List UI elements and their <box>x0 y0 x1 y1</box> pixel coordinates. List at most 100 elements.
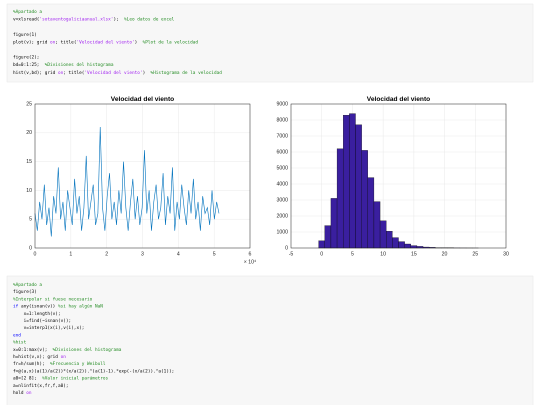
code-line: figure(2); <box>13 54 39 60</box>
code-token: if <box>13 303 19 309</box>
plot-area <box>291 104 506 248</box>
code-token: x=1:length(v); <box>13 310 61 316</box>
code-line: hold on <box>13 390 32 396</box>
code-token: figure(3) <box>13 289 37 295</box>
code-token: %Divisiones del histograma <box>45 62 114 68</box>
y-tick-label: 5000 <box>276 165 288 171</box>
code-line: f=@(a,x)(a(1)/a(2))*(x/a(2)).^(a(1)-1).*… <box>13 368 174 374</box>
code-token: ) <box>135 39 143 45</box>
y-tick-label: 0 <box>29 245 32 251</box>
x-exponent: × 10⁴ <box>244 259 256 265</box>
y-tick-label: 1000 <box>276 229 288 235</box>
code-line: plot(v); grid on; title('Velocidad del v… <box>13 39 198 45</box>
histogram-bar <box>367 177 375 249</box>
code-token: v=xlsread( <box>13 16 39 22</box>
x-tick-label: 6 <box>249 251 252 257</box>
histogram-bar <box>318 240 325 249</box>
code-token: %Apartado a <box>13 9 42 15</box>
y-tick-label: 20 <box>26 130 32 136</box>
x-tick-label: 20 <box>442 251 448 257</box>
code-token: %Histograma de la velocidad <box>151 69 223 75</box>
x-tick-label: 25 <box>472 251 478 257</box>
x-tick-label: 30 <box>503 251 509 257</box>
code-line: x=0:1:max(v); %Divisiones del histograma <box>13 346 122 352</box>
x-tick-label: 15 <box>411 251 417 257</box>
code-line: figure(3) <box>13 289 37 295</box>
code-token: %si hay algún NaN <box>58 302 103 309</box>
code-token: on <box>58 70 64 75</box>
code-line: i=find(~isnan(v)); <box>13 318 71 324</box>
code-token: %Apartado a <box>13 282 42 288</box>
x-tick-label: 10 <box>380 251 386 257</box>
code-token: figure(2); <box>13 54 39 60</box>
histogram-bar <box>343 115 350 249</box>
code-token: on <box>61 355 67 360</box>
histogram-bar <box>404 243 411 249</box>
x-tick-label: -5 <box>289 251 294 257</box>
code-token: ; title( <box>55 39 76 45</box>
histogram-bar <box>410 245 418 249</box>
code-token: 'Velocidad del viento' <box>84 69 142 75</box>
chart-title: Velocidad del viento <box>367 96 430 103</box>
y-tick-label: 5 <box>29 217 32 223</box>
code-token: any(isnan(v)) <box>18 303 58 309</box>
code-token: hold <box>13 390 26 396</box>
code-token: %hist <box>13 339 27 345</box>
code-line: %Apartado a <box>13 282 42 288</box>
y-tick-label: 10 <box>26 188 32 194</box>
x-tick-label: 0 <box>34 251 37 257</box>
code-token: a=nlinfit(x,fr,f,a0); <box>13 382 69 388</box>
code-token: h=hist(v,x); grid <box>13 354 61 360</box>
code-line: figure(1) <box>13 31 37 37</box>
code-token: %Valor inicial parámetros <box>42 374 108 381</box>
histogram-bar <box>398 241 405 249</box>
y-tick-label: 7000 <box>276 133 288 139</box>
histogram-bar <box>379 220 387 249</box>
y-tick-label: 8000 <box>276 117 288 123</box>
line-series <box>34 127 220 237</box>
code-token: figure(1) <box>13 31 37 37</box>
code-block[interactable] <box>6 275 534 405</box>
code-token: end <box>13 332 21 338</box>
y-tick-label: 9000 <box>276 101 288 107</box>
code-line: if any(isnan(v)) %si hay algún NaN <box>13 302 103 309</box>
axes-box <box>34 103 251 249</box>
code-token: 'Velocidad del viento' <box>76 39 134 45</box>
x-tick-label: 4 <box>177 251 180 257</box>
histogram-bar <box>336 148 344 249</box>
code-line: v=xlsread('sotaventogaliciaanual.xlsx');… <box>13 16 175 22</box>
code-token: %Frecuencia y Weibull <box>50 361 106 367</box>
code-token: bd=0:1:25; <box>13 62 45 68</box>
y-tick-label: 2000 <box>276 213 288 219</box>
code-token: plot(v); grid <box>13 39 50 45</box>
code-token: %Leo datos de excel <box>124 16 175 22</box>
histogram-bar <box>330 198 338 249</box>
y-tick-label: 25 <box>26 101 32 107</box>
code-line: bd=0:1:25; %Divisiones del histograma <box>13 62 114 68</box>
code-line: end <box>13 332 21 338</box>
x-tick-label: 1 <box>69 251 72 257</box>
code-block[interactable] <box>6 3 534 83</box>
code-token: fr=h/sum(h); <box>13 361 50 367</box>
y-tick-label: 4000 <box>276 181 288 187</box>
chart-title: Velocidad del viento <box>111 96 174 103</box>
code-token: i=find(~isnan(v)); <box>13 318 71 324</box>
y-tick-label: 6000 <box>276 149 288 155</box>
y-tick-label: 0 <box>285 245 288 251</box>
x-tick-label: 3 <box>141 251 144 257</box>
code-token: v=interp1(x(i),v(i),x); <box>13 325 84 331</box>
code-line: hist(v,bd); grid on; title('Velocidad de… <box>13 69 222 75</box>
histogram-bar <box>361 150 368 249</box>
code-token: f=@(a,x)(a(1)/a(2))*(x/a(2)).^(a(1)-1).*… <box>13 368 174 374</box>
code-token: a0=[2 8]; <box>13 375 42 381</box>
code-line: x=1:length(v); <box>13 310 61 316</box>
code-line: a=nlinfit(x,fr,f,a0); <box>13 382 69 388</box>
histogram-bar <box>373 201 381 249</box>
code-line: fr=h/sum(h); %Frecuencia y Weibull <box>13 361 106 367</box>
code-token: ); <box>113 16 124 22</box>
code-token: on <box>50 40 56 45</box>
code-line: %hist <box>13 339 27 345</box>
y-tick-label: 15 <box>26 159 32 165</box>
